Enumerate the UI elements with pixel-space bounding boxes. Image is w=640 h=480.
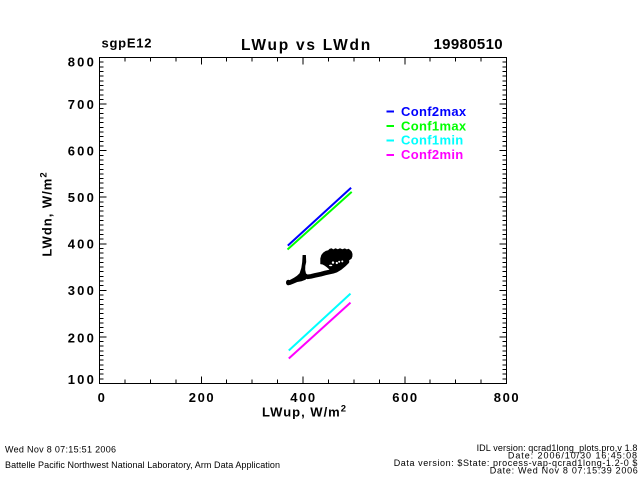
svg-text:400: 400 [68,237,96,252]
svg-text:Battelle Pacific Northwest Nat: Battelle Pacific Northwest National Labo… [5,460,280,470]
svg-text:800: 800 [68,55,96,70]
svg-text:19980510: 19980510 [433,36,503,53]
svg-text:700: 700 [68,97,96,112]
svg-text:Conf1max: Conf1max [401,119,467,134]
svg-text:200: 200 [189,390,216,405]
svg-text:Conf2max: Conf2max [401,104,467,119]
svg-text:Conf1min: Conf1min [401,133,464,148]
svg-text:0: 0 [98,390,107,405]
svg-text:LWdn, W/m2: LWdn, W/m2 [39,171,55,256]
svg-text:Wed Nov 8 07:15:51 2006: Wed Nov 8 07:15:51 2006 [5,445,116,455]
svg-text:100: 100 [68,372,96,387]
svg-text:Date: 2006/10/30 16:45:08: Date: 2006/10/30 16:45:08 [508,451,638,461]
svg-text:300: 300 [68,283,96,298]
svg-text:200: 200 [68,330,96,345]
svg-text:Date: Wed Nov 8 07:15:39 2006: Date: Wed Nov 8 07:15:39 2006 [490,466,639,476]
svg-text:800: 800 [494,390,521,405]
svg-text:600: 600 [68,144,96,159]
svg-text:LWup, W/m2: LWup, W/m2 [262,404,347,420]
svg-text:IDL version: qcrad1long_plots.: IDL version: qcrad1long_plots.pro,v 1.8 [477,443,638,453]
svg-text:500: 500 [68,190,96,205]
svg-text:400: 400 [290,390,317,405]
svg-text:Conf2min: Conf2min [401,147,464,162]
svg-text:Data version: $State: process-: Data version: $State: process-vap-qcrad1… [394,458,638,468]
svg-text:sgpE12: sgpE12 [102,36,153,51]
svg-text:600: 600 [392,390,419,405]
svg-text:LWup vs LWdn: LWup vs LWdn [241,37,372,54]
